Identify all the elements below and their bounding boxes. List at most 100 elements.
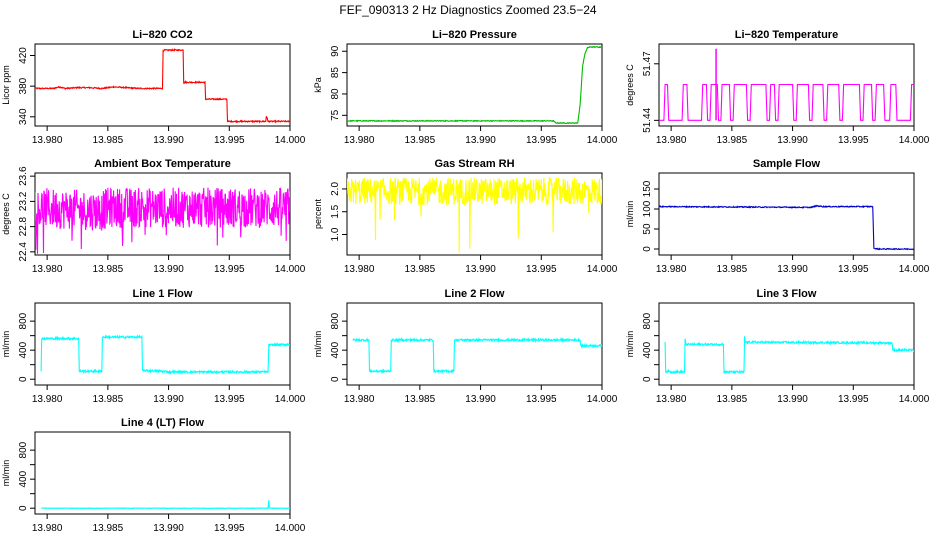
- y-tick-label: 400: [330, 341, 341, 358]
- y-axis-label: kPa: [313, 77, 323, 93]
- y-tick-label: 22.4: [18, 242, 29, 262]
- chart-panel: Sample Flow 13.980 13.985 13.990 13.995 14.00…: [625, 158, 930, 275]
- series-line: [347, 176, 602, 253]
- chart-panel: Ambient Box Temperature 13.980 13.985 13.99…: [1, 158, 306, 275]
- panel-title: Li−820 Pressure: [432, 29, 517, 41]
- series-line: [659, 83, 914, 121]
- y-axis-label: ml/min: [313, 331, 323, 358]
- x-tick-label: 14.000: [899, 264, 930, 275]
- plot-frame: [346, 172, 603, 256]
- y-tick-label: 400: [18, 341, 29, 358]
- y-tick-label: 2.0: [330, 182, 341, 196]
- x-tick-label: 13.995: [214, 394, 245, 405]
- series-line: [35, 47, 290, 124]
- chart-panel: Line 2 Flow 13.980 13.985 13.990 13.995 14.00…: [313, 288, 618, 405]
- series-line: [664, 336, 914, 375]
- y-axis-label: degrees C: [625, 64, 635, 106]
- x-tick-label: 14.000: [587, 394, 618, 405]
- x-tick-label: 13.995: [838, 394, 869, 405]
- x-tick-label: 13.990: [153, 264, 184, 275]
- x-tick-label: 14.000: [899, 135, 930, 146]
- x-tick-label: 13.980: [656, 135, 687, 146]
- x-tick-label: 13.990: [777, 394, 808, 405]
- plot-frame: [34, 431, 291, 515]
- y-tick-label: 0: [18, 376, 29, 382]
- y-tick-label: 50: [642, 223, 653, 235]
- x-tick-label: 13.985: [405, 264, 436, 275]
- x-tick-label: 13.980: [344, 264, 375, 275]
- x-tick-label: 13.990: [777, 135, 808, 146]
- x-tick-label: 13.985: [405, 394, 436, 405]
- y-tick-label: 0: [330, 376, 341, 382]
- plot-frame: [346, 43, 603, 127]
- y-tick-label: 800: [330, 312, 341, 329]
- x-tick-label: 13.985: [93, 264, 124, 275]
- series-line: [347, 45, 602, 125]
- x-tick-label: 13.985: [717, 264, 748, 275]
- x-tick-label: 13.980: [32, 394, 63, 405]
- panel-title: Li−820 Temperature: [735, 29, 838, 41]
- x-tick-label: 14.000: [275, 264, 306, 275]
- x-tick-label: 13.985: [717, 135, 748, 146]
- y-tick-label: 100: [642, 200, 653, 217]
- y-tick-label: 1.5: [330, 204, 341, 218]
- y-axis-label: degrees C: [1, 193, 11, 235]
- series-line: [35, 187, 290, 254]
- x-tick-label: 14.000: [275, 523, 306, 534]
- series-line: [40, 500, 290, 510]
- x-tick-label: 13.980: [32, 523, 63, 534]
- x-tick-label: 13.990: [153, 394, 184, 405]
- x-tick-label: 14.000: [275, 135, 306, 146]
- x-tick-label: 13.985: [93, 523, 124, 534]
- plot-frame: [658, 172, 915, 256]
- x-tick-label: 13.985: [717, 394, 748, 405]
- x-tick-label: 13.990: [465, 264, 496, 275]
- x-tick-label: 14.000: [275, 394, 306, 405]
- plot-frame: [34, 302, 291, 386]
- x-tick-label: 13.995: [526, 135, 557, 146]
- chart-panel: Li−820 CO2 13.980 13.985 13.990 13.995 14.000…: [1, 29, 306, 146]
- series-line: [352, 337, 602, 375]
- x-tick-label: 13.995: [214, 264, 245, 275]
- x-tick-label: 13.980: [32, 135, 63, 146]
- chart-panel: Line 4 (LT) Flow 13.980 13.985 13.990 13.995…: [1, 417, 306, 534]
- panel-title: Line 4 (LT) Flow: [121, 417, 204, 429]
- x-tick-label: 13.990: [465, 394, 496, 405]
- y-tick-label: 800: [642, 312, 653, 329]
- series-line: [40, 334, 290, 375]
- y-tick-label: 90: [330, 45, 341, 57]
- x-tick-label: 14.000: [899, 394, 930, 405]
- panel-title: Li−820 CO2: [132, 29, 192, 41]
- y-tick-label: 0: [18, 505, 29, 511]
- y-tick-label: 23.6: [18, 166, 29, 186]
- x-tick-label: 13.980: [656, 264, 687, 275]
- y-tick-label: 0: [642, 376, 653, 382]
- chart-panel: Li−820 Temperature 13.980 13.985 13.990 13.9…: [625, 29, 930, 146]
- y-tick-label: 51.47: [642, 51, 653, 76]
- x-tick-label: 13.985: [93, 394, 124, 405]
- y-tick-label: 85: [330, 67, 341, 79]
- x-tick-label: 13.990: [465, 135, 496, 146]
- x-tick-label: 13.990: [777, 264, 808, 275]
- x-tick-label: 13.990: [153, 135, 184, 146]
- figure-title: FEF_090313 2 Hz Diagnostics Zoomed 23.5−…: [339, 3, 596, 17]
- x-tick-label: 13.980: [344, 135, 375, 146]
- y-axis-label: percent: [313, 198, 323, 229]
- y-tick-label: 51.44: [642, 107, 653, 132]
- x-tick-label: 13.995: [838, 264, 869, 275]
- chart-panel: Line 1 Flow 13.980 13.985 13.990 13.995 14.00…: [1, 288, 306, 405]
- panel-title: Line 3 Flow: [757, 288, 817, 300]
- y-axis-label: ml/min: [1, 460, 11, 487]
- y-tick-label: 340: [18, 108, 29, 125]
- x-tick-label: 14.000: [587, 135, 618, 146]
- chart-panel: Gas Stream RH 13.980 13.985 13.990 13.995 14.…: [313, 158, 618, 275]
- y-tick-label: 400: [18, 470, 29, 487]
- panel-title: Gas Stream RH: [434, 158, 514, 170]
- y-tick-label: 380: [18, 77, 29, 94]
- y-tick-label: 420: [18, 47, 29, 64]
- x-tick-label: 13.985: [405, 135, 436, 146]
- y-tick-label: 22.8: [18, 216, 29, 236]
- panel-title: Ambient Box Temperature: [94, 158, 231, 170]
- panel-title: Sample Flow: [753, 158, 821, 170]
- x-tick-label: 13.995: [214, 523, 245, 534]
